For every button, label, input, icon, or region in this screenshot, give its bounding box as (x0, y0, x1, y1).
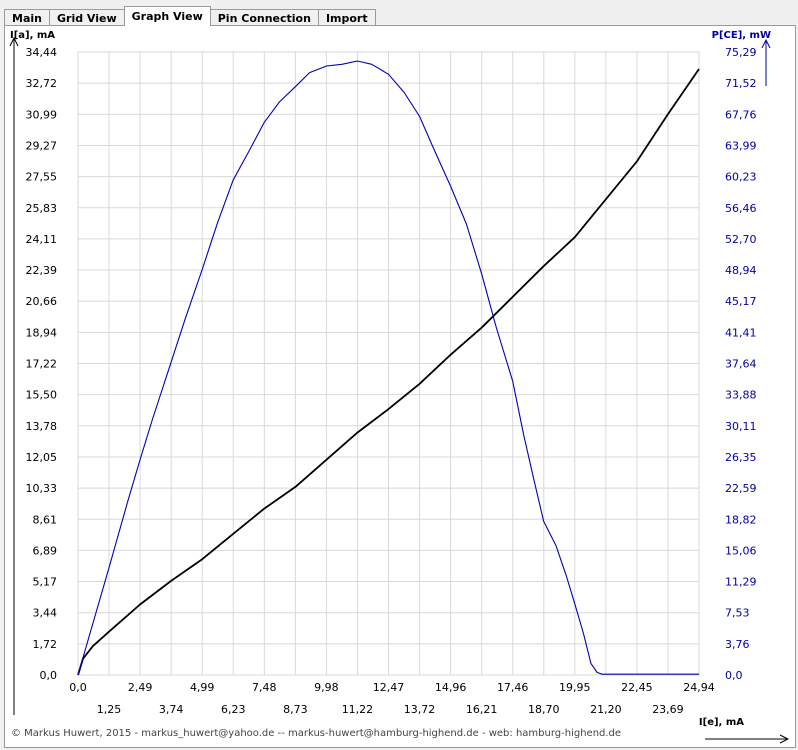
x-tick-label: 18,70 (528, 703, 560, 716)
y-tick-label-left: 5,17 (33, 576, 58, 589)
y-tick-label-right: 30,11 (725, 420, 757, 433)
y-tick-label-right: 22,59 (725, 482, 757, 495)
y-tick-label-left: 25,83 (26, 202, 58, 215)
y-tick-label-right: 56,46 (725, 202, 757, 215)
y-axis-right-label: P[CE], mW (712, 30, 771, 41)
y-tick-label-left: 30,99 (26, 108, 58, 121)
y-tick-label-right: 63,99 (725, 139, 757, 152)
y-tick-label-right: 26,35 (725, 451, 757, 464)
x-tick-label: 24,94 (683, 681, 715, 694)
y-tick-label-left: 32,72 (26, 77, 58, 90)
x-tick-label: 17,46 (497, 681, 529, 694)
series-line-ia (77, 68, 700, 676)
y-tick-label-left: 27,55 (26, 171, 58, 184)
y-axis-left-arrow (9, 36, 19, 47)
y-tick-label-right: 52,70 (725, 233, 757, 246)
x-tick-label: 19,95 (559, 681, 591, 694)
y-axis-left-label: I[a], mA (10, 30, 55, 41)
y-tick-label-left: 3,44 (33, 607, 58, 620)
tab-main[interactable]: Main (4, 9, 50, 26)
y-axis-right-arrow (761, 38, 771, 49)
x-tick-label: 16,21 (466, 703, 498, 716)
series-line-pce (77, 60, 699, 676)
x-tick-label: 14,96 (435, 681, 467, 694)
tab-pin-connection[interactable]: Pin Connection (209, 9, 319, 26)
x-tick-label: 8,73 (283, 703, 308, 716)
x-tick-label: 7,48 (252, 681, 277, 694)
series (77, 60, 700, 676)
x-tick-label: 6,23 (221, 703, 246, 716)
y-tick-label-right: 33,88 (725, 389, 757, 402)
y-tick-label-left: 10,33 (26, 482, 58, 495)
y-tick-label-right: 18,82 (725, 513, 757, 526)
x-tick-label: 22,45 (621, 681, 653, 694)
y-tick-label-right: 45,17 (725, 295, 757, 308)
graph-chart: 0,0 1,72 3,44 5,17 6,89 8,61 10,33 12,05 13,78 15… (9, 30, 790, 744)
x-axis-arrow (779, 734, 790, 744)
x-tick-label: 0,0 (69, 681, 87, 694)
y-tick-label-left: 29,27 (26, 139, 58, 152)
y-tick-label-left: 24,11 (26, 233, 58, 246)
x-tick-label: 2,49 (128, 681, 153, 694)
grid-lines (77, 51, 700, 676)
y-tick-label-right: 75,29 (725, 46, 757, 59)
y-tick-label-right: 37,64 (725, 358, 757, 371)
y-tick-label-right: 67,76 (725, 108, 757, 121)
y-tick-label-left: 22,39 (26, 264, 58, 277)
y-tick-label-left: 0,0 (40, 669, 58, 682)
x-tick-label: 4,99 (190, 681, 215, 694)
y-tick-label-right: 15,06 (725, 544, 757, 557)
y-tick-label-left: 15,50 (26, 389, 58, 402)
x-tick-label: 13,72 (404, 703, 436, 716)
graph-panel: 0,0 1,72 3,44 5,17 6,89 8,61 10,33 12,05 13,78 15… (4, 25, 796, 748)
y-tick-label-right: 60,23 (725, 171, 757, 184)
tab-bar: Main Grid View Graph View Pin Connection… (4, 4, 376, 26)
y-tick-label-right: 0,0 (725, 669, 743, 682)
y-tick-label-left: 13,78 (26, 420, 58, 433)
y-tick-label-right: 71,52 (725, 77, 757, 90)
x-tick-label: 9,98 (314, 681, 339, 694)
y-tick-label-right: 41,41 (725, 326, 757, 339)
y-tick-label-right: 48,94 (725, 264, 757, 277)
y-tick-label-left: 17,22 (26, 358, 58, 371)
y-tick-label-left: 1,72 (33, 638, 58, 651)
tab-import[interactable]: Import (317, 9, 376, 26)
axes: 0,0 1,72 3,44 5,17 6,89 8,61 10,33 12,05 13,78 15… (9, 36, 790, 744)
footer-credit: © Markus Huwert, 2015 - markus_huwert@ya… (11, 728, 621, 739)
y-tick-label-left: 6,89 (33, 544, 58, 557)
y-tick-label-right: 3,76 (725, 638, 750, 651)
labels: I[a], mA P[CE], mW I[e], mA © Markus Huw… (10, 30, 771, 739)
tab-graph-view[interactable]: Graph View (123, 6, 211, 26)
x-axis-label: I[e], mA (699, 717, 744, 728)
x-tick-label: 1,25 (97, 703, 122, 716)
y-tick-label-left: 34,44 (26, 46, 58, 59)
x-tick-label: 11,22 (342, 703, 374, 716)
x-tick-label: 12,47 (373, 681, 405, 694)
y-tick-label-left: 8,61 (33, 513, 58, 526)
y-tick-label-right: 11,29 (725, 576, 757, 589)
y-tick-label-left: 20,66 (26, 295, 58, 308)
y-tick-label-left: 18,94 (26, 326, 58, 339)
y-tick-label-right: 7,53 (725, 607, 750, 620)
x-tick-label: 3,74 (159, 703, 184, 716)
x-tick-label: 21,20 (590, 703, 622, 716)
x-tick-label: 23,69 (652, 703, 684, 716)
tab-grid-view[interactable]: Grid View (48, 9, 125, 26)
y-tick-label-left: 12,05 (26, 451, 58, 464)
